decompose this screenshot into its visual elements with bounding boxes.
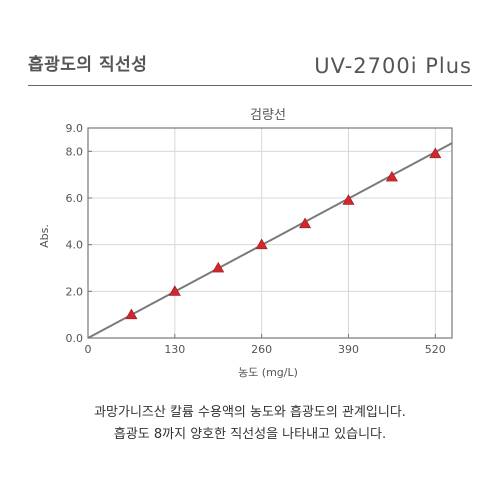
- data-point-triangle: [255, 238, 268, 250]
- data-point-triangle: [342, 194, 355, 205]
- fit-line: [87, 142, 453, 339]
- x-tick-label: 260: [251, 343, 272, 356]
- y-tick-label: 8.0: [66, 145, 84, 158]
- caption-line-1: 과망가니즈산 칼륨 수용액의 농도와 흡광도의 관계입니다.: [94, 405, 406, 420]
- data-point-triangle: [299, 217, 312, 229]
- chart-title: 검량선: [250, 108, 286, 123]
- x-tick-label: 0: [85, 343, 92, 356]
- x-axis-label: 농도 (mg/L): [238, 366, 298, 379]
- y-tick-label: 2.0: [66, 285, 84, 298]
- chart-caption: 과망가니즈산 칼륨 수용액의 농도와 흡광도의 관계입니다. 흡광도 8까지 양…: [0, 402, 500, 446]
- y-tick-label: 4.0: [66, 239, 84, 252]
- y-axis-label: Abs.: [38, 224, 51, 248]
- data-points: [125, 147, 442, 320]
- data-point-triangle: [385, 170, 398, 182]
- x-tick-label: 130: [164, 343, 185, 356]
- model-name: UV-2700i Plus: [314, 54, 472, 78]
- data-point-triangle: [168, 285, 181, 296]
- header-divider: [28, 85, 472, 86]
- x-tick-label: 520: [425, 343, 446, 356]
- data-point-triangle: [429, 147, 442, 159]
- chart-axes: 0.0 2.0 4.0 6.0 8.0 9.0 0 130 260 390 520: [66, 122, 453, 356]
- y-tick-label: 9.0: [66, 122, 84, 135]
- x-tick-label: 390: [338, 343, 359, 356]
- calibration-line: [87, 142, 453, 339]
- y-tick-label: 0.0: [66, 332, 84, 345]
- chart-grid: [87, 127, 452, 339]
- calibration-chart: 검량선 0.0 2.0 4.0 6.0 8.0 9.0 0 130 260 390 520 Abs.…: [38, 108, 453, 379]
- data-point-triangle: [212, 261, 225, 273]
- caption-line-2: 흡광도 8까지 양호한 직선성을 나타내고 있습니다.: [113, 427, 387, 442]
- data-point-triangle: [125, 308, 138, 320]
- plot-frame: [87, 127, 453, 339]
- y-tick-label: 6.0: [66, 192, 84, 205]
- page-title: 흡광도의 직선성: [28, 55, 148, 75]
